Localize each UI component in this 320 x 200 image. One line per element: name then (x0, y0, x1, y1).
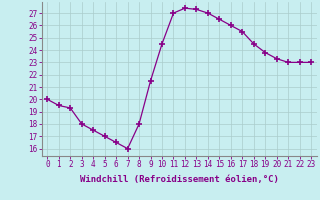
X-axis label: Windchill (Refroidissement éolien,°C): Windchill (Refroidissement éolien,°C) (80, 175, 279, 184)
